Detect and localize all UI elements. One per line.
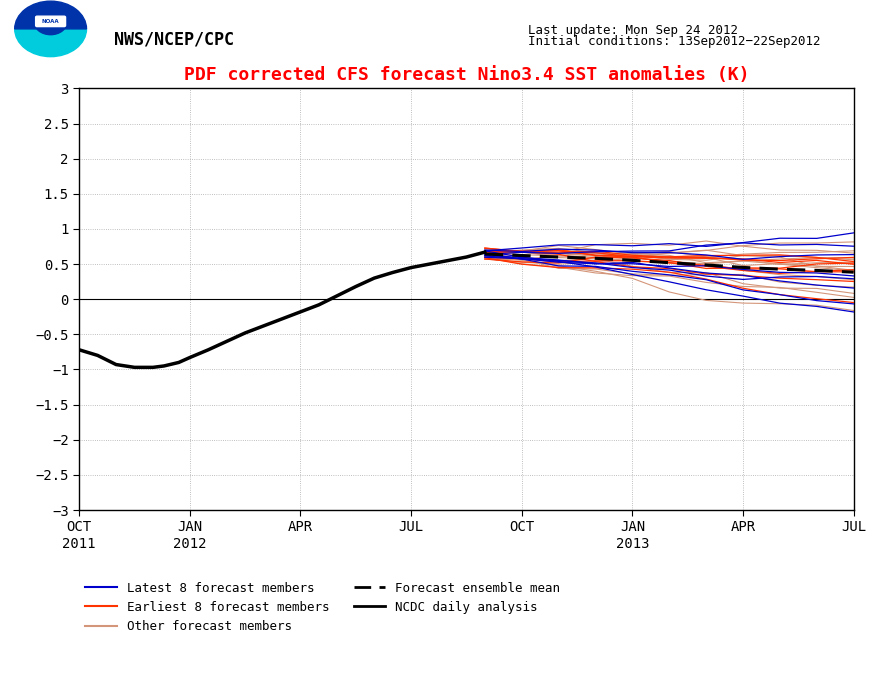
Legend: Latest 8 forecast members, Earliest 8 forecast members, Other forecast members, : Latest 8 forecast members, Earliest 8 fo… bbox=[85, 581, 561, 633]
Circle shape bbox=[34, 10, 67, 35]
Text: NOAA: NOAA bbox=[41, 19, 60, 24]
Text: Last update: Mon Sep 24 2012: Last update: Mon Sep 24 2012 bbox=[528, 24, 738, 37]
Title: PDF corrected CFS forecast Nino3.4 SST anomalies (K): PDF corrected CFS forecast Nino3.4 SST a… bbox=[184, 66, 749, 84]
FancyBboxPatch shape bbox=[35, 16, 65, 27]
Wedge shape bbox=[15, 1, 86, 29]
Wedge shape bbox=[15, 29, 86, 56]
Text: NWS/NCEP/CPC: NWS/NCEP/CPC bbox=[114, 31, 234, 48]
Circle shape bbox=[15, 1, 86, 56]
Text: Initial conditions: 13Sep2012−22Sep2012: Initial conditions: 13Sep2012−22Sep2012 bbox=[528, 35, 820, 48]
